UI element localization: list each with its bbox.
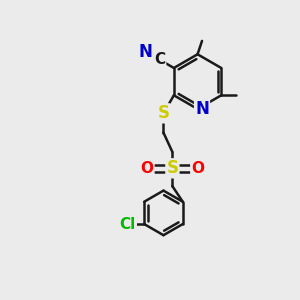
Text: O: O <box>191 161 204 176</box>
Text: C: C <box>154 52 165 67</box>
Text: N: N <box>195 100 209 118</box>
Text: O: O <box>141 161 154 176</box>
Text: N: N <box>139 43 152 61</box>
Text: S: S <box>167 159 178 177</box>
Text: Cl: Cl <box>120 217 136 232</box>
Text: S: S <box>158 104 169 122</box>
